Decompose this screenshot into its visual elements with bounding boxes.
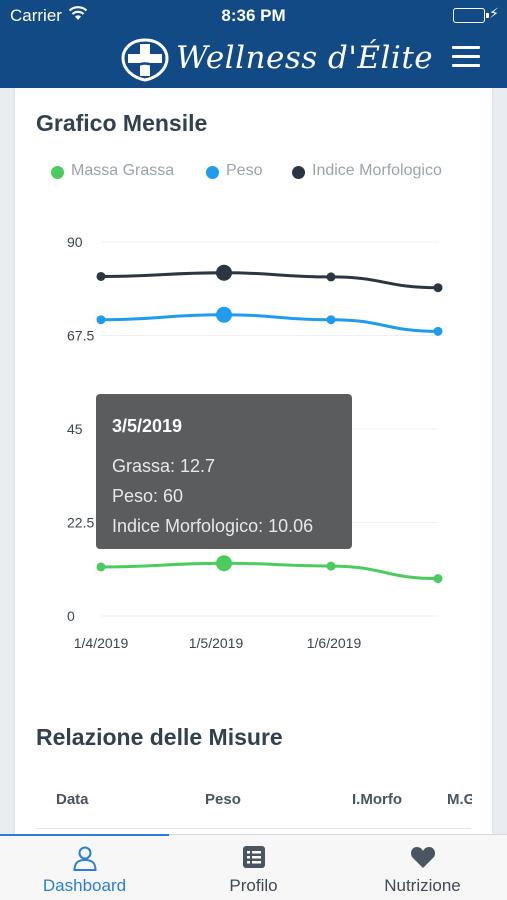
dashboard-card: Grafico Mensile Massa Grassa Peso Indice… <box>15 88 492 834</box>
data-point <box>96 271 106 281</box>
tab-label-nutrizione: Nutrizione <box>384 876 461 895</box>
data-point <box>96 562 106 572</box>
series-line <box>100 313 439 333</box>
status-time: 8:36 PM <box>221 6 286 25</box>
line-chart: 0 22.5 45 67.5 90 1/4/2019 1/5/2019 1/6/2019 <box>67 234 443 651</box>
chart-title: Grafico Mensile <box>36 110 208 136</box>
battery-icon <box>453 8 489 23</box>
y-tick-label: 90 <box>67 234 83 250</box>
brand-bar: Wellness d'Élite <box>0 32 507 88</box>
legend-label-massa-grassa: Massa Grassa <box>71 162 175 179</box>
legend-label-peso: Peso <box>226 162 263 179</box>
heart-icon <box>338 845 507 871</box>
data-point <box>216 306 232 323</box>
data-point <box>433 283 443 293</box>
tab-profilo[interactable]: Profilo <box>169 835 338 900</box>
app-header: Carrier 8:36 PM ⚡ Wellness d'Élite <box>0 0 507 88</box>
x-tick-label: 1/4/2019 <box>74 635 129 651</box>
table-divider <box>36 828 471 829</box>
legend-dot-peso <box>206 166 219 179</box>
data-point <box>96 315 106 325</box>
active-tab-indicator <box>0 834 169 836</box>
data-point <box>326 561 336 571</box>
tab-nutrizione[interactable]: Nutrizione <box>338 835 507 900</box>
list-icon <box>169 845 338 871</box>
y-tick-label: 67.5 <box>67 328 94 344</box>
charging-icon: ⚡ <box>489 5 499 21</box>
column-header-imorfo[interactable]: I.Morfo <box>352 791 402 808</box>
x-tick-label: 1/6/2019 <box>307 635 362 651</box>
tooltip-grassa: Grassa: 12.7 <box>112 456 216 476</box>
legend-dot-indice-morfologico <box>292 166 305 179</box>
legend-label-indice-morfologico: Indice Morfologico <box>312 162 442 179</box>
tooltip-indice-morfologico: Indice Morfologico: 10.06 <box>112 516 314 536</box>
y-tick-label: 0 <box>67 608 75 624</box>
y-tick-label: 22.5 <box>67 515 94 531</box>
data-point <box>433 326 443 336</box>
chart-tooltip: 3/5/2019 Grassa: 12.7 Peso: 60 Indice Mo… <box>96 394 352 549</box>
tab-bar: Dashboard Profilo Nutrizione <box>0 834 507 900</box>
person-icon <box>0 845 169 871</box>
data-point <box>326 315 336 325</box>
tab-dashboard[interactable]: Dashboard <box>0 835 169 900</box>
tooltip-date: 3/5/2019 <box>112 416 183 436</box>
data-point <box>433 574 443 584</box>
status-bar: Carrier 8:36 PM ⚡ <box>0 0 507 32</box>
brand-name: Wellness d'Élite <box>176 40 434 76</box>
table-title: Relazione delle Misure <box>36 724 283 750</box>
series-line <box>100 561 439 581</box>
column-header-peso[interactable]: Peso <box>205 791 241 808</box>
carrier-label: Carrier <box>10 6 62 25</box>
x-tick-label: 1/5/2019 <box>189 635 244 651</box>
data-point <box>326 272 336 282</box>
tab-label-dashboard: Dashboard <box>42 876 127 895</box>
wifi-icon <box>68 5 88 26</box>
legend-dot-massa-grassa <box>51 166 64 179</box>
tab-label-profilo: Profilo <box>229 876 278 895</box>
tooltip-peso: Peso: 60 <box>112 486 184 506</box>
series-line <box>100 271 439 290</box>
y-tick-label: 45 <box>67 421 83 437</box>
column-header-mg[interactable]: M.G <box>447 791 472 808</box>
logo-icon <box>120 38 170 87</box>
table-header-row: Data Peso I.Morfo M.G <box>15 788 492 828</box>
data-point <box>216 264 232 281</box>
data-point <box>216 555 232 572</box>
column-header-data[interactable]: Data <box>56 791 89 808</box>
hamburger-menu-icon[interactable] <box>452 46 480 68</box>
